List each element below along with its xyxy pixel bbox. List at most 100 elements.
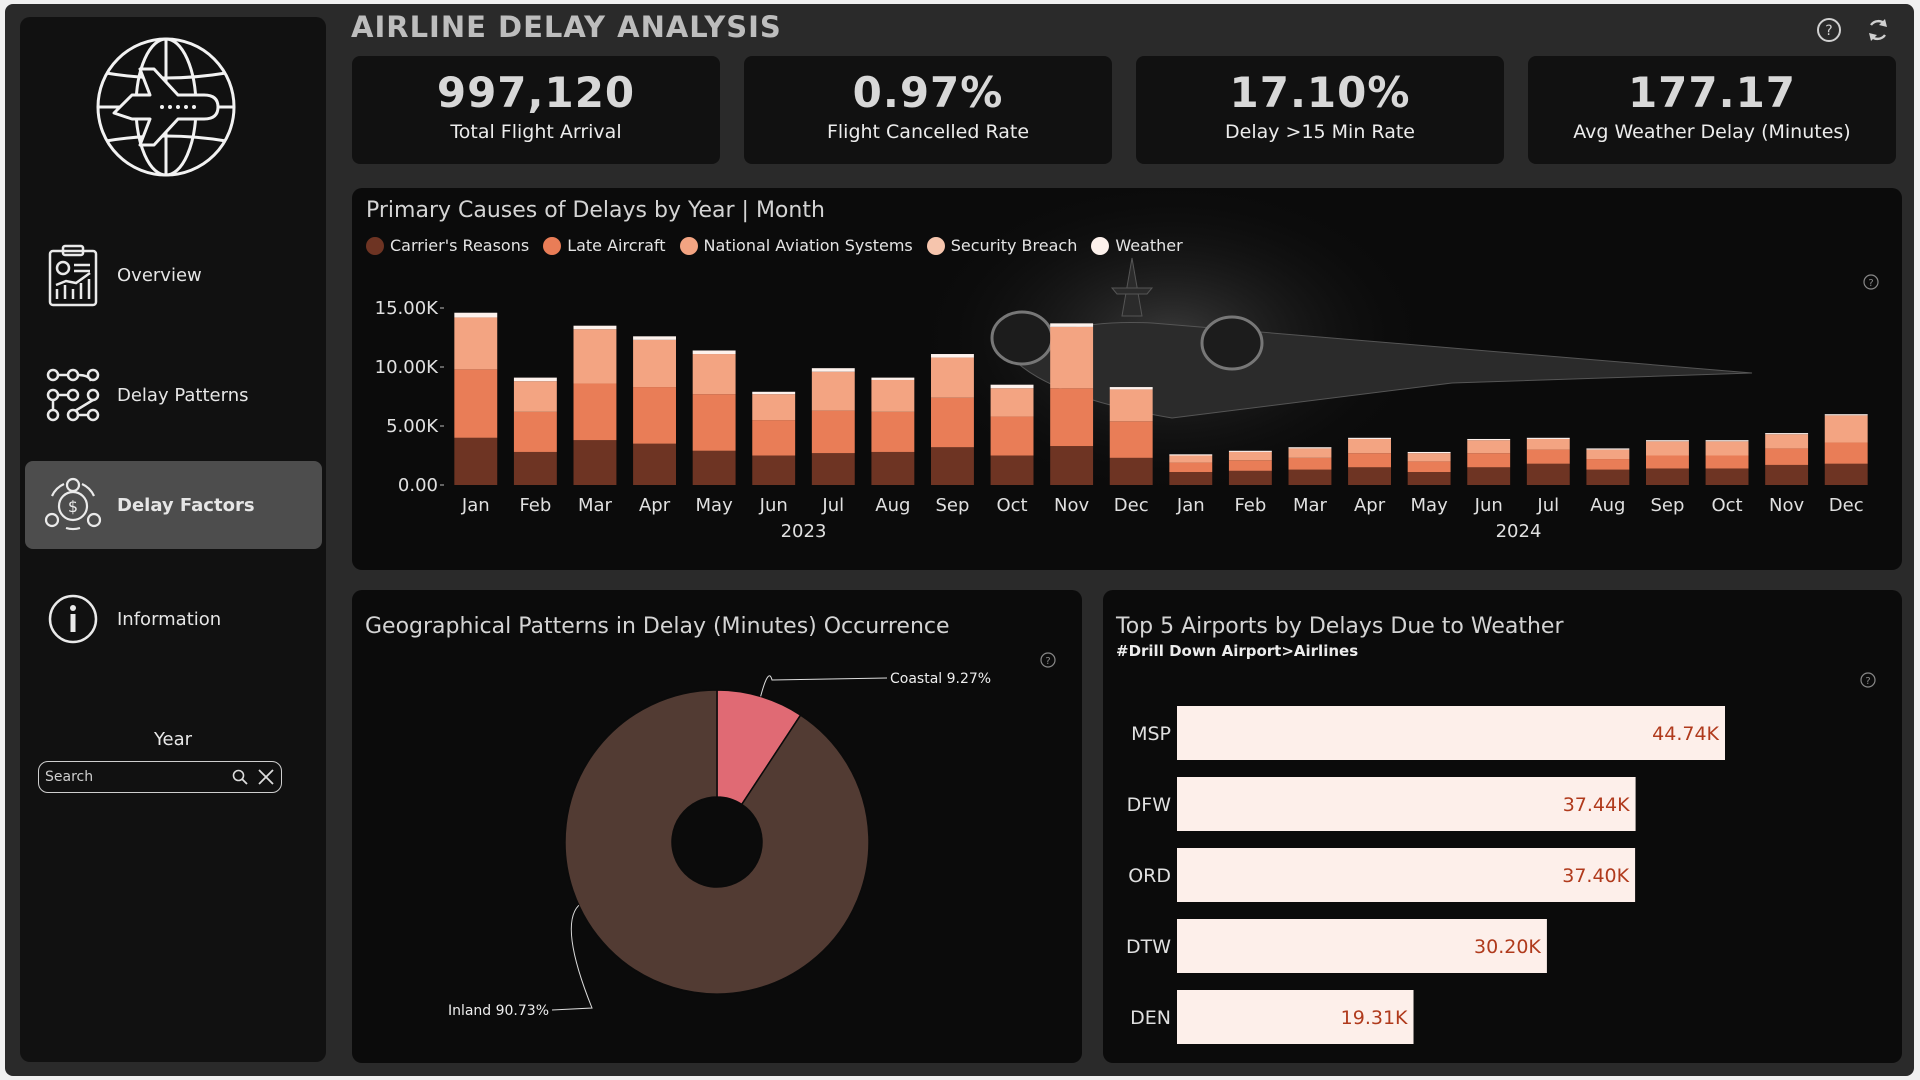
airport-bar[interactable] <box>1177 706 1725 760</box>
help-icon[interactable]: ? <box>1815 16 1843 44</box>
bar-segment[interactable] <box>1824 463 1868 485</box>
bar-segment[interactable] <box>1467 440 1511 454</box>
bar-segment[interactable] <box>1348 437 1391 439</box>
year-search-input[interactable] <box>39 768 229 786</box>
bar-segment[interactable] <box>931 447 974 485</box>
bar-segment[interactable] <box>1765 448 1809 465</box>
bar-segment[interactable] <box>513 377 557 382</box>
search-icon[interactable] <box>229 766 251 788</box>
bar-segment[interactable] <box>513 381 557 412</box>
bar-segment[interactable] <box>1526 463 1570 485</box>
bar-segment[interactable] <box>1348 467 1391 485</box>
bar-segment[interactable] <box>1109 421 1153 458</box>
bar-segment[interactable] <box>1586 459 1630 470</box>
bar-segment[interactable] <box>692 394 736 451</box>
bar-segment[interactable] <box>454 312 498 318</box>
bar-segment[interactable] <box>1109 389 1153 422</box>
bar-segment[interactable] <box>573 383 617 441</box>
bar-segment[interactable] <box>1109 387 1153 390</box>
bar-segment[interactable] <box>1407 472 1451 485</box>
bar-segment[interactable] <box>1705 440 1749 442</box>
bar-segment[interactable] <box>1407 453 1451 462</box>
bar-segment[interactable] <box>1646 440 1689 442</box>
bar-segment[interactable] <box>692 450 736 485</box>
bar-segment[interactable] <box>1228 451 1272 461</box>
bar-segment[interactable] <box>931 397 974 448</box>
bar-segment[interactable] <box>1050 388 1094 447</box>
bar-segment[interactable] <box>573 325 617 330</box>
airport-bar[interactable] <box>1177 990 1414 1044</box>
bar-segment[interactable] <box>1705 455 1749 469</box>
airport-bar[interactable] <box>1177 919 1547 973</box>
bar-segment[interactable] <box>871 451 915 485</box>
bar-segment[interactable] <box>1050 323 1094 327</box>
bar-segment[interactable] <box>1646 468 1689 485</box>
refresh-icon[interactable] <box>1864 16 1892 44</box>
airport-bar[interactable] <box>1177 777 1636 831</box>
bar-segment[interactable] <box>1467 438 1511 441</box>
bar-segment[interactable] <box>1348 453 1391 468</box>
bar-segment[interactable] <box>1705 468 1749 485</box>
bar-segment[interactable] <box>752 455 796 486</box>
bar-segment[interactable] <box>692 354 736 395</box>
bar-segment[interactable] <box>1288 457 1332 470</box>
sidebar-item-delay-factors[interactable]: $ Delay Factors <box>25 461 322 549</box>
bar-segment[interactable] <box>1765 464 1809 485</box>
bar-segment[interactable] <box>1109 457 1153 485</box>
chart-help-icon[interactable]: ? <box>1863 274 1879 290</box>
chart-help-icon[interactable]: ? <box>1040 652 1056 668</box>
bar-segment[interactable] <box>1228 450 1272 452</box>
legend-item-carrier[interactable]: Carrier's Reasons <box>366 236 529 255</box>
bar-segment[interactable] <box>990 384 1034 389</box>
bar-segment[interactable] <box>1288 447 1332 449</box>
bar-segment[interactable] <box>1288 448 1332 458</box>
bar-segment[interactable] <box>513 451 557 485</box>
bar-segment[interactable] <box>1169 454 1213 456</box>
bar-segment[interactable] <box>1169 455 1213 463</box>
bar-segment[interactable] <box>1765 433 1809 435</box>
chart-help-icon[interactable]: ? <box>1860 672 1876 688</box>
bar-segment[interactable] <box>1050 446 1094 485</box>
bar-segment[interactable] <box>633 387 676 444</box>
bar-segment[interactable] <box>454 437 498 485</box>
bar-segment[interactable] <box>871 379 915 412</box>
legend-item-security[interactable]: Security Breach <box>926 236 1077 255</box>
legend-item-nas[interactable]: National Aviation Systems <box>679 236 913 255</box>
bar-segment[interactable] <box>513 411 557 452</box>
bar-segment[interactable] <box>692 350 736 355</box>
bar-segment[interactable] <box>1646 455 1689 469</box>
bar-segment[interactable] <box>1348 438 1391 454</box>
bar-segment[interactable] <box>1228 470 1272 485</box>
bar-segment[interactable] <box>1169 472 1213 485</box>
bar-segment[interactable] <box>573 440 617 485</box>
bar-segment[interactable] <box>1467 453 1511 468</box>
bar-segment[interactable] <box>871 377 915 380</box>
bar-segment[interactable] <box>1169 462 1213 473</box>
bar-segment[interactable] <box>1765 434 1809 449</box>
bar-segment[interactable] <box>1824 415 1868 443</box>
bar-segment[interactable] <box>1586 448 1630 450</box>
bar-segment[interactable] <box>454 369 498 438</box>
bar-segment[interactable] <box>1228 460 1272 471</box>
bar-segment[interactable] <box>1526 437 1570 439</box>
bar-segment[interactable] <box>1586 449 1630 460</box>
bar-segment[interactable] <box>573 329 617 384</box>
bar-segment[interactable] <box>752 394 796 421</box>
bar-segment[interactable] <box>1586 469 1630 485</box>
donut-slice-inland[interactable] <box>564 689 870 995</box>
legend-item-late-aircraft[interactable]: Late Aircraft <box>543 236 666 255</box>
bar-segment[interactable] <box>633 336 676 340</box>
bar-segment[interactable] <box>811 410 855 454</box>
bar-segment[interactable] <box>1526 449 1570 464</box>
bar-segment[interactable] <box>811 453 855 485</box>
airport-bar[interactable] <box>1177 848 1636 902</box>
sidebar-item-delay-patterns[interactable]: Delay Patterns <box>25 351 322 439</box>
bar-segment[interactable] <box>1407 451 1451 454</box>
bar-segment[interactable] <box>931 357 974 398</box>
clear-icon[interactable] <box>255 766 277 788</box>
bar-segment[interactable] <box>990 388 1034 417</box>
bar-segment[interactable] <box>752 420 796 456</box>
bar-segment[interactable] <box>633 339 676 388</box>
bar-segment[interactable] <box>990 416 1034 456</box>
legend-item-weather[interactable]: Weather <box>1091 236 1183 255</box>
